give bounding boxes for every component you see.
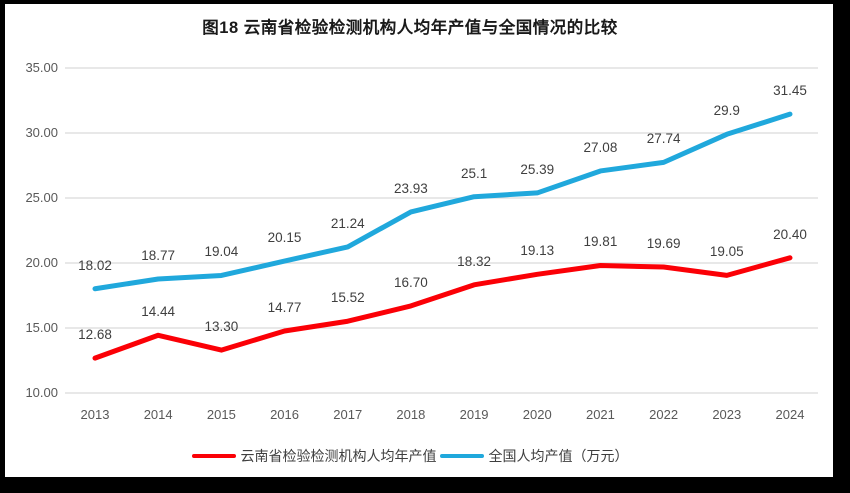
data-label: 14.44 <box>141 304 176 320</box>
chart-title: 图18 云南省检验检测机构人均年产值与全国情况的比较 <box>202 19 618 37</box>
data-label: 31.45 <box>773 83 807 99</box>
y-axis-tick-label: 10.00 <box>25 385 58 400</box>
data-label: 13.30 <box>204 319 239 335</box>
data-label: 25.39 <box>520 161 555 177</box>
yunnan-series-label: 云南省检验检测机构人均年产值 <box>240 448 437 464</box>
data-label: 29.9 <box>713 103 740 119</box>
x-axis-tick-label: 2015 <box>206 407 236 422</box>
yunnan-series-swatch <box>191 453 236 459</box>
x-axis-tick-label: 2021 <box>585 407 615 422</box>
national-series-swatch <box>439 453 484 459</box>
data-label: 27.08 <box>583 139 618 155</box>
x-axis-tick-label: 2019 <box>459 407 489 422</box>
chart-legend: 云南省检验检测机构人均年产值 全国人均产值（万元） <box>0 447 820 465</box>
data-label: 18.77 <box>141 247 176 263</box>
data-label: 27.74 <box>646 131 681 147</box>
x-axis-tick-label: 2024 <box>775 407 805 422</box>
data-label: 19.81 <box>583 234 618 250</box>
x-axis-tick-label: 2016 <box>270 407 299 422</box>
data-label: 18.02 <box>78 257 112 273</box>
x-axis-tick-label: 2022 <box>649 407 679 422</box>
data-label: 14.77 <box>267 299 302 315</box>
data-label: 20.40 <box>773 226 807 242</box>
legend-item-yunnan: 云南省检验检测机构人均年产值 <box>191 447 437 465</box>
data-label: 19.13 <box>520 243 555 259</box>
x-axis-tick-label: 2023 <box>712 407 742 422</box>
data-label: 15.52 <box>330 290 365 306</box>
x-axis-tick-label: 2014 <box>143 407 173 422</box>
data-label: 19.05 <box>709 244 744 260</box>
data-label: 12.68 <box>78 327 112 343</box>
x-axis-tick-label: 2020 <box>522 407 552 422</box>
x-axis-tick-label: 2013 <box>80 407 110 422</box>
data-label: 21.24 <box>330 215 365 231</box>
data-label: 23.93 <box>393 180 428 196</box>
data-label: 19.04 <box>204 244 239 260</box>
y-axis-tick-label: 20.00 <box>25 255 58 270</box>
national-series-label: 全国人均产值（万元） <box>488 448 629 464</box>
x-axis-tick-label: 2017 <box>333 407 363 422</box>
legend-item-national: 全国人均产值（万元） <box>439 447 629 465</box>
x-axis-tick-label: 2018 <box>396 407 426 422</box>
y-axis-tick-label: 35.00 <box>25 60 58 75</box>
data-label: 25.1 <box>460 165 488 181</box>
data-label: 19.69 <box>646 236 681 252</box>
data-label: 18.32 <box>457 253 491 269</box>
y-axis-tick-label: 15.00 <box>25 320 58 335</box>
data-label: 16.70 <box>393 274 428 290</box>
data-label: 20.15 <box>267 230 302 246</box>
y-axis-tick-label: 25.00 <box>25 190 58 205</box>
y-axis-tick-label: 30.00 <box>25 125 58 140</box>
